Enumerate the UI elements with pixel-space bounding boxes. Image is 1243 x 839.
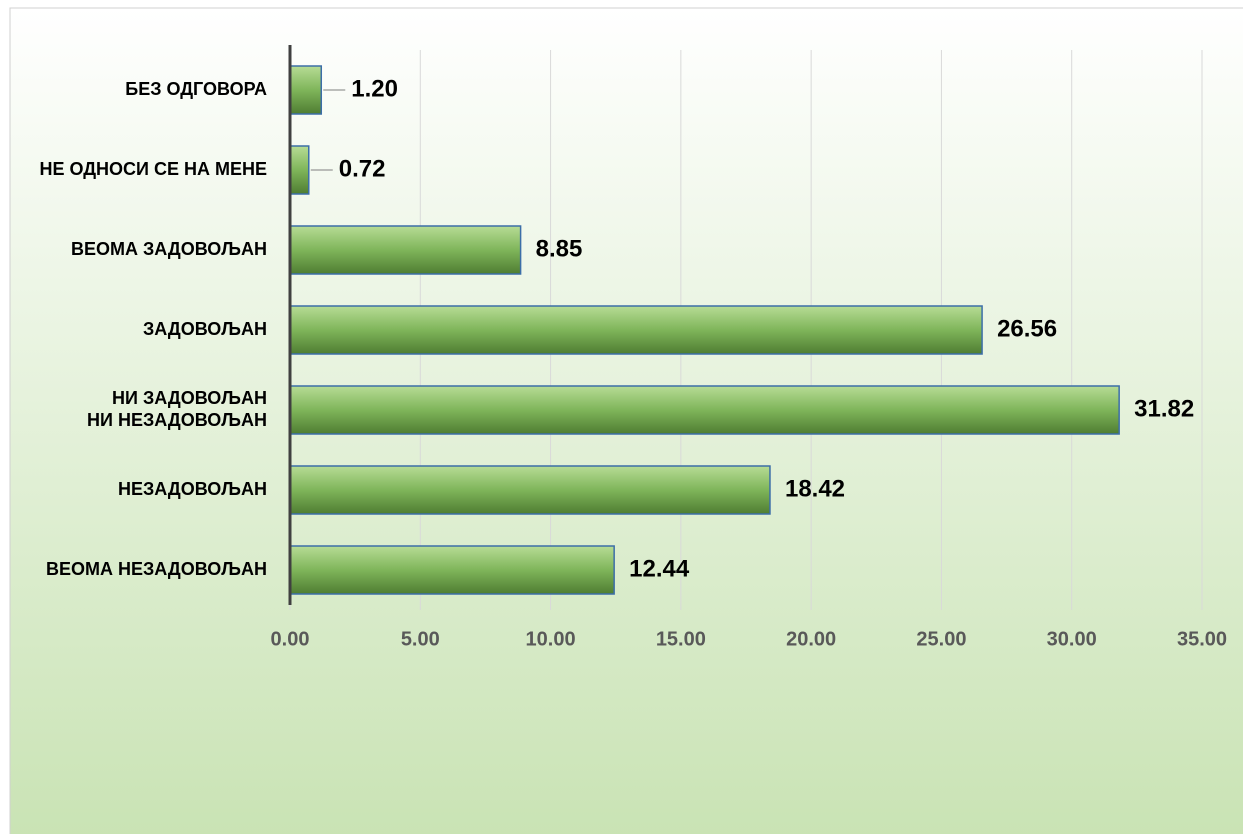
x-tick-label: 10.00 xyxy=(526,628,576,650)
y-tick-label: НЕ ОДНОСИ СЕ НА МЕНЕ xyxy=(39,159,267,179)
x-tick-label: 15.00 xyxy=(656,628,706,650)
bar-shine xyxy=(289,545,615,595)
bar-shine xyxy=(289,465,771,515)
data-label: 26.56 xyxy=(997,315,1057,342)
x-tick-label: 35.00 xyxy=(1177,628,1227,650)
data-label: 0.72 xyxy=(339,155,386,182)
data-label: 8.85 xyxy=(536,235,583,262)
bar-shine xyxy=(289,225,522,275)
x-tick-label: 0.00 xyxy=(271,628,310,650)
y-tick-label: ВЕОМА НЕЗАДОВОЉАН xyxy=(46,559,267,579)
y-tick-label: НИ ЗАДОВОЉАН НИ НЕЗАДОВОЉАН xyxy=(87,388,267,430)
y-tick-label: БЕЗ ОДГОВОРА xyxy=(125,79,267,99)
data-label: 1.20 xyxy=(351,75,398,102)
bar-shine xyxy=(289,65,323,115)
x-tick-label: 5.00 xyxy=(401,628,440,650)
data-label: 31.82 xyxy=(1134,395,1194,422)
bar-shine xyxy=(289,385,1120,435)
bar-shine xyxy=(289,305,983,355)
data-label: 12.44 xyxy=(629,555,690,582)
x-tick-label: 30.00 xyxy=(1047,628,1097,650)
x-tick-label: 25.00 xyxy=(916,628,966,650)
y-tick-label: ВЕОМА ЗАДОВОЉАН xyxy=(71,239,267,259)
y-tick-label: ЗАДОВОЉАН xyxy=(143,319,267,339)
bar-shine xyxy=(289,145,310,195)
y-tick-label: НЕЗАДОВОЉАН xyxy=(118,479,267,499)
data-label: 18.42 xyxy=(785,475,845,502)
x-tick-label: 20.00 xyxy=(786,628,836,650)
